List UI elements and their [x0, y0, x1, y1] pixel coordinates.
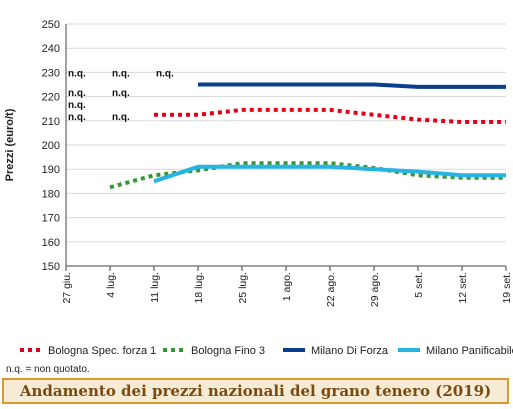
y-tick-label: 150	[42, 261, 60, 273]
legend-label: Milano Panificabile	[426, 345, 513, 357]
annotation-nq: n.q.	[68, 88, 86, 99]
x-tick-label: 1 ago.	[281, 272, 293, 301]
y-tick-label: 240	[42, 43, 60, 55]
y-tick-label: 170	[42, 213, 60, 225]
x-tick-label: 5 set.	[413, 272, 425, 298]
chart: 150 160 170 180 190 200 210 220 230 240 250 27 giu.…	[4, 19, 513, 357]
x-tick-label: 19 set.	[501, 272, 513, 304]
y-tick-label: 220	[42, 92, 60, 104]
legend-item: Bologna Fino 3	[163, 345, 265, 357]
x-tick-label: 29 ago.	[369, 272, 381, 307]
x-tick-label: 4 lug.	[105, 272, 117, 298]
legend-label: Bologna Fino 3	[191, 345, 265, 357]
series-line	[154, 107, 506, 124]
y-tick-label: 230	[42, 67, 60, 79]
y-tick-label: 180	[42, 188, 60, 200]
annotation-nq: n.q.	[68, 100, 86, 111]
x-tick-label: 12 set.	[457, 272, 469, 304]
annotation-nq: n.q.	[68, 68, 86, 79]
y-tick-label: 210	[42, 116, 60, 128]
y-tick-label: 200	[42, 140, 60, 152]
series-line	[153, 164, 506, 184]
annotation-nq: n.q.	[112, 112, 130, 123]
legend-label: Milano Di Forza	[311, 345, 389, 357]
y-tick-label: 190	[42, 164, 60, 176]
x-tick-label: 18 lug.	[193, 272, 205, 304]
annotation-nq: n.q.	[68, 112, 86, 123]
x-tick-label: 27 giu.	[61, 272, 73, 304]
chart-title: Andamento dei prezzi nazionali del grano…	[19, 382, 492, 400]
annotation-nq: n.q.	[112, 88, 130, 99]
series-line	[198, 82, 506, 89]
y-tick-label: 250	[42, 19, 60, 31]
legend-item: Milano Panificabile	[398, 345, 513, 357]
x-tick-label: 22 ago.	[325, 272, 337, 307]
y-axis-title: Prezzi (euro/t)	[4, 108, 16, 181]
legend-label: Bologna Spec. forza 1	[48, 345, 156, 357]
legend-item: Milano Di Forza	[283, 345, 389, 357]
annotation-nq: n.q.	[112, 68, 130, 79]
title-banner: Andamento dei prezzi nazionali del grano…	[2, 378, 509, 404]
annotation-nq: n.q.	[156, 68, 174, 79]
y-tick-label: 160	[42, 237, 60, 249]
footnote: n.q. = non quotato.	[6, 364, 90, 375]
legend-item: Bologna Spec. forza 1	[20, 345, 156, 357]
x-tick-label: 11 lug.	[149, 272, 161, 303]
x-tick-label: 25 lug.	[237, 272, 249, 304]
